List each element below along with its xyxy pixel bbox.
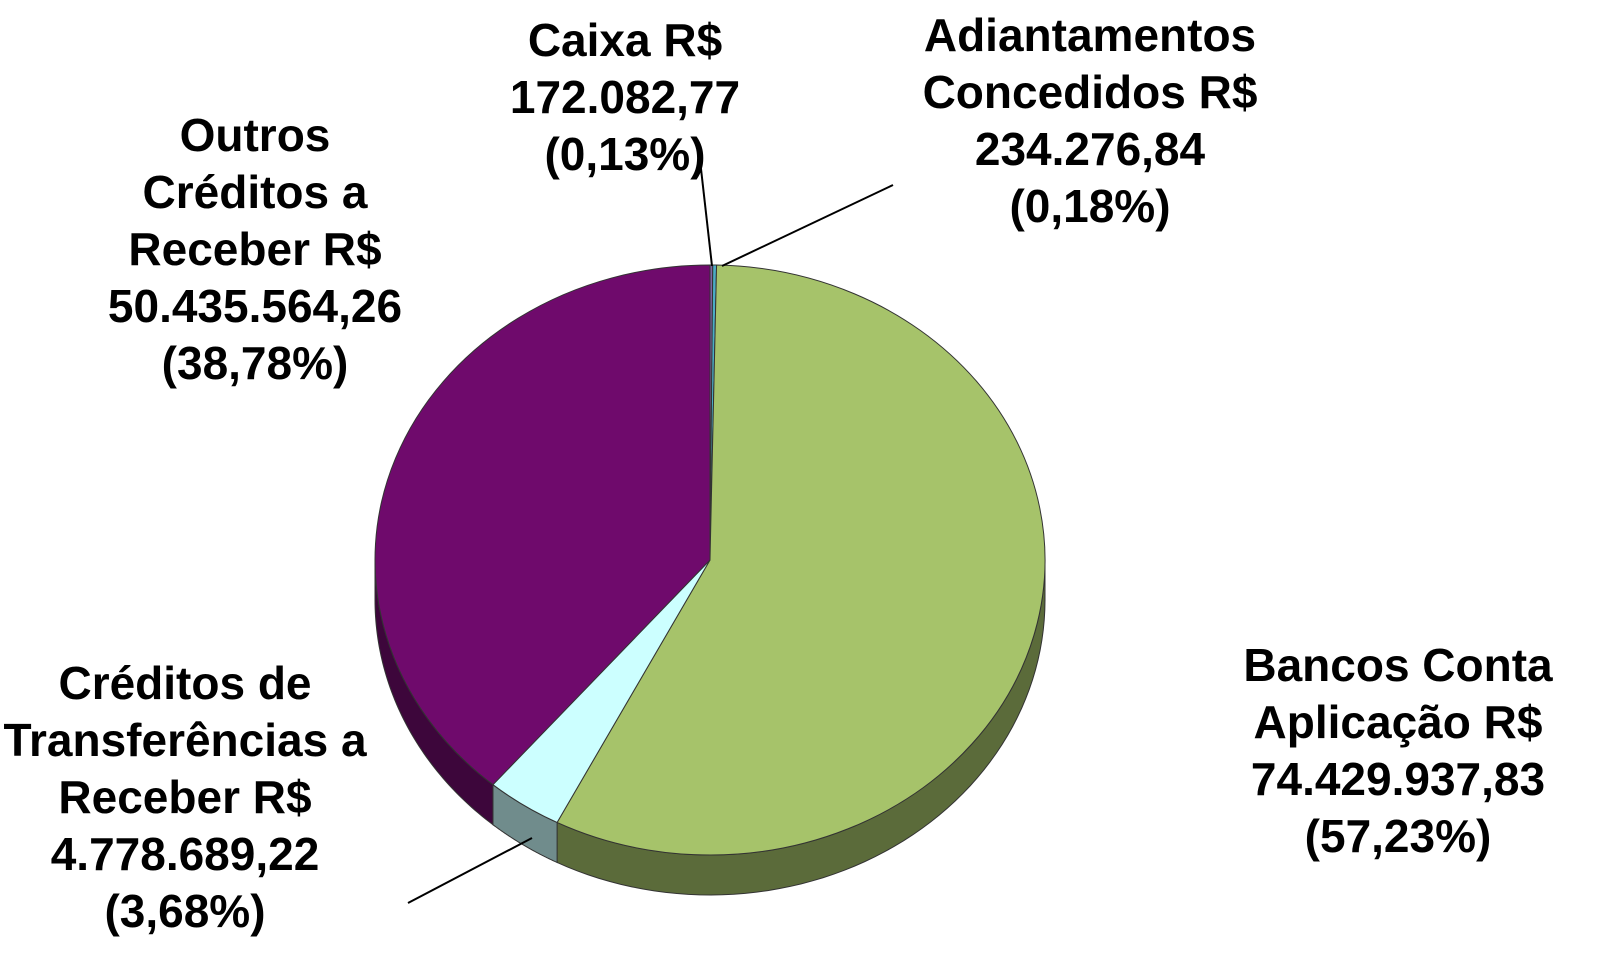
label-name: Créditos de Transferências a Receber R$: [3, 657, 367, 823]
label-value: 234.276,84: [974, 123, 1206, 175]
label-value: 4.778.689,22: [50, 828, 320, 880]
label-percent: (0,18%): [1009, 180, 1171, 232]
label-name: Bancos Conta Aplicação R$: [1243, 639, 1553, 748]
data-label: Outros Créditos a Receber R$ 50.435.564,2…: [88, 107, 423, 392]
label-value: 172.082,77: [509, 71, 741, 123]
slice: [556, 264, 1046, 856]
leader-line: [407, 837, 533, 904]
leader-line: [699, 159, 713, 267]
slice: [374, 264, 711, 786]
label-value: 50.435.564,26: [107, 280, 403, 332]
data-label: Caixa R$ 172.082,77 (0,13%): [475, 12, 775, 183]
label-percent: (0,13%): [544, 128, 706, 180]
data-label: Bancos Conta Aplicação R$ 74.429.937,83 (5…: [1223, 637, 1573, 865]
label-name: Outros Créditos a Receber R$: [128, 109, 382, 275]
data-label: Créditos de Transferências a Receber R$ 4…: [3, 655, 368, 940]
label-percent: (38,78%): [161, 337, 349, 389]
label-name: Caixa R$: [527, 14, 723, 66]
label-percent: (3,68%): [104, 885, 266, 937]
leader-line: [721, 184, 894, 267]
label-percent: (57,23%): [1304, 810, 1492, 862]
data-label: Adiantamentos Concedidos R$ 234.276,84 (0,…: [895, 7, 1285, 235]
label-name: Adiantamentos Concedidos R$: [922, 9, 1258, 118]
label-value: 74.429.937,83: [1250, 753, 1546, 805]
pie: [374, 264, 1046, 896]
